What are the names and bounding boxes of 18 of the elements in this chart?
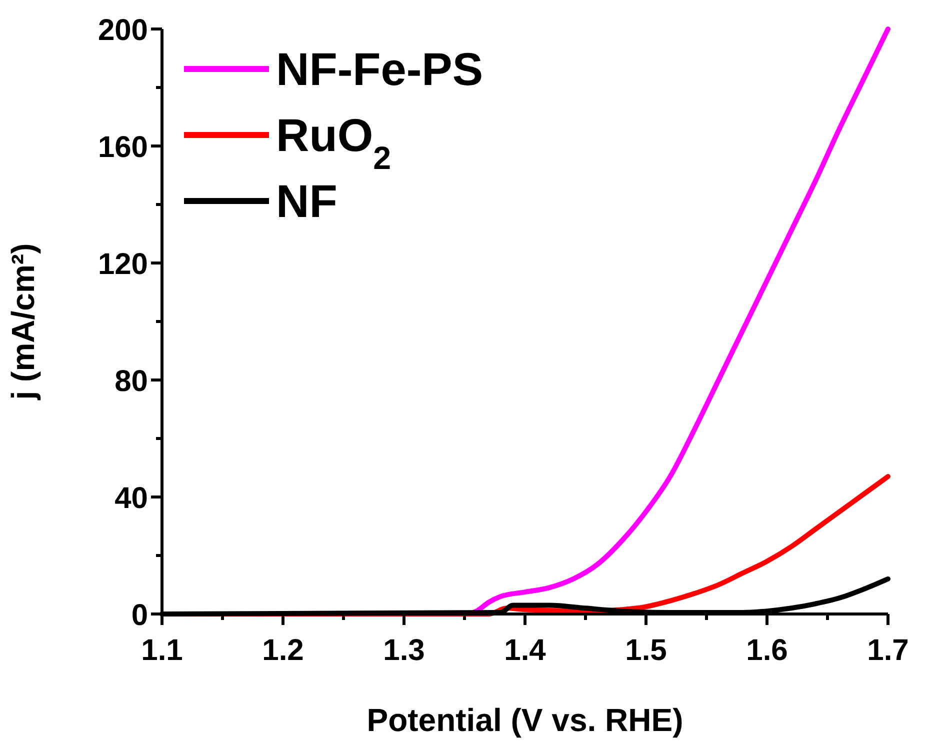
y-tick-label: 200: [98, 14, 148, 47]
legend-label: NF: [276, 175, 338, 227]
legend-label: RuO$_{2}$: [276, 109, 392, 176]
y-tick-label: 0: [131, 599, 148, 632]
y-axis-title: j (mA/cm²): [5, 243, 41, 401]
x-tick-label: 1.1: [141, 634, 183, 667]
x-tick-label: 1.4: [504, 634, 546, 667]
y-tick-label: 120: [98, 248, 148, 281]
y-tick-label: 80: [114, 365, 148, 398]
x-tick-label: 1.7: [867, 634, 909, 667]
x-tick-label: 1.3: [383, 634, 425, 667]
y-tick-label: 40: [114, 482, 148, 515]
x-axis-title: Potential (V vs. RHE): [366, 702, 684, 738]
x-tick-label: 1.2: [262, 634, 304, 667]
legend-label: NF-Fe-PS: [276, 43, 483, 95]
x-tick-label: 1.5: [625, 634, 667, 667]
y-tick-label: 160: [98, 131, 148, 164]
x-tick-label: 1.6: [746, 634, 788, 667]
